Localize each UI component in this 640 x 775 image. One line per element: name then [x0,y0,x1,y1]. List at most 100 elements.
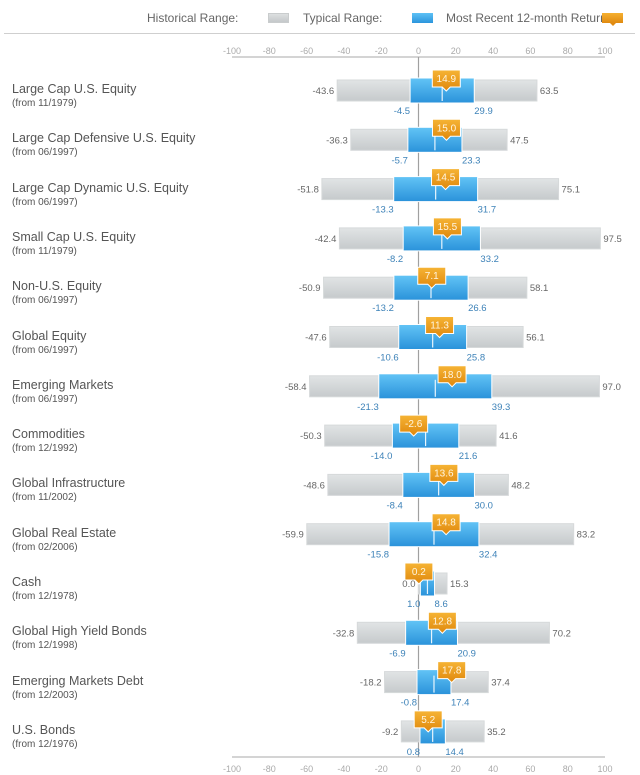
historical-min-label: -59.9 [282,530,304,541]
typical-max-label: 39.3 [492,402,511,413]
row-label: Global Equity (from 06/1997) [12,329,86,357]
top-tick-label: 60 [525,46,535,56]
recent-return-label: 11.3 [430,321,449,332]
recent-return-marker [399,414,429,437]
asset-class-name: Large Cap Defensive U.S. Equity [12,131,196,146]
typical-max-label: 31.7 [478,205,497,216]
asset-class-name: U.S. Bonds [12,722,76,737]
row-label: U.S. Bonds (from 12/1976) [12,723,78,751]
top-tick-label: -40 [337,46,350,56]
legend-typical-swatch [412,13,433,23]
historical-max-label: 75.1 [562,185,581,196]
bottom-tick-label: 100 [597,764,612,774]
asset-class-name: Global Real Estate [12,525,117,540]
recent-return-label: 15.5 [438,222,458,233]
recent-return-marker [425,316,455,339]
asset-row: -2.6 -50.3 41.6 -14.0 21.6 [300,414,518,462]
typical-max-label: 25.8 [467,353,486,364]
typical-min-label: -21.3 [357,402,379,413]
asset-row: 17.8 -18.2 37.4 -0.8 17.4 [360,661,510,709]
typical-max-label: 14.4 [445,747,464,758]
row-label: Large Cap Dynamic U.S. Equity (from 06/19… [12,181,188,209]
historical-max-label: 97.0 [602,382,621,393]
recent-return-label: 17.8 [442,666,462,677]
asset-row: 15.5 -42.4 97.5 -8.2 33.2 [315,217,622,265]
row-label: Large Cap Defensive U.S. Equity (from 06/… [12,131,195,159]
top-tick-label: 40 [488,46,498,56]
historical-max-label: 48.2 [511,480,530,491]
recent-return-marker [429,463,459,487]
typical-max-label: 21.6 [459,451,478,462]
since-date: (from 11/1979) [12,245,77,257]
historical-max-label: 58.1 [530,283,549,294]
recent-return-marker [431,513,461,536]
recent-return-marker [417,266,447,289]
typical-max-label: 33.2 [480,254,499,265]
asset-row: 14.9 -43.6 63.5 -4.5 29.9 [313,69,559,117]
asset-class-name: Emerging Markets [12,377,114,392]
recent-return-marker [427,611,457,635]
legend-recent-swatch [602,13,623,26]
bottom-tick-label: 80 [563,764,573,774]
legend-separator [4,33,635,34]
since-date: (from 02/2006) [12,541,78,553]
top-tick-label: 80 [563,46,573,56]
recent-return-label: 18.0 [442,370,462,381]
since-date: (from 11/2002) [12,492,77,504]
historical-max-label: 15.3 [450,579,469,590]
typical-min-label: -10.6 [377,353,399,364]
historical-max-label: 35.2 [487,727,506,738]
row-label: Large Cap U.S. Equity (from 11/1979) [12,82,136,110]
legend-recent-label: Most Recent 12-month Return: [446,11,611,25]
typical-max-label: 29.9 [474,106,493,117]
legend-typical-label: Typical Range: [303,11,383,25]
since-date: (from 06/1997) [12,344,78,356]
typical-max-label: 30.0 [474,500,493,511]
row-label: Global Infrastructure (from 11/2002) [12,476,125,504]
since-date: (from 06/1997) [12,196,78,208]
since-date: (from 12/1998) [12,640,78,652]
row-label: Global Real Estate (from 02/2006) [12,526,116,554]
since-date: (from 12/1976) [12,738,78,750]
since-date: (from 06/1997) [12,147,78,159]
asset-class-name: Large Cap U.S. Equity [12,82,137,96]
row-label: Small Cap U.S. Equity (from 11/1979) [12,230,136,258]
typical-min-label: -0.8 [401,698,417,709]
historical-min-label: -50.9 [299,283,321,294]
recent-return-label: -2.6 [405,419,423,430]
bottom-tick-label: -40 [337,764,350,774]
typical-min-label: -13.3 [372,205,394,216]
asset-row: 14.5 -51.8 75.1 -13.3 31.7 [297,168,581,216]
recent-return-label: 12.8 [433,616,453,627]
asset-class-name: Large Cap Dynamic U.S. Equity [12,180,189,195]
recent-return-label: 13.6 [434,468,454,479]
asset-class-name: Global Equity [12,328,87,343]
asset-row: 5.2 -9.2 35.2 0.8 14.4 [382,710,506,758]
asset-class-name: Small Cap U.S. Equity [12,229,136,244]
typical-min-label: -15.8 [367,550,389,561]
typical-min-label: 0.8 [407,747,420,758]
typical-min-label: -8.4 [386,500,402,511]
historical-max-label: 63.5 [540,86,559,97]
recent-return-label: 0.2 [412,567,426,578]
recent-return-marker [404,562,434,585]
historical-min-label: -51.8 [297,185,319,196]
historical-min-label: -32.8 [333,628,355,639]
historical-max-label: 70.2 [552,628,571,639]
asset-row: 0.20.0 15.3 1.0 8.6 [402,562,469,610]
bottom-tick-label: -100 [223,764,241,774]
typical-max-label: 26.6 [468,303,487,314]
recent-return-marker [431,168,461,191]
typical-max-label: 32.4 [479,550,498,561]
historical-max-label: 41.6 [499,431,517,442]
legend: Historical Range: Typical Range: Most Re… [0,10,640,28]
historical-min-label: -18.2 [360,678,382,689]
asset-row: 12.8 -32.8 70.2 -6.9 20.9 [333,611,571,659]
since-date: (from 06/1997) [12,295,78,307]
historical-min-label: -42.4 [315,234,337,245]
typical-min-label: -4.5 [394,106,410,117]
typical-min-label: -14.0 [371,451,393,462]
bottom-tick-label: -80 [263,764,276,774]
historical-min-label: -36.3 [326,135,348,146]
asset-class-name: Commodities [12,427,85,442]
